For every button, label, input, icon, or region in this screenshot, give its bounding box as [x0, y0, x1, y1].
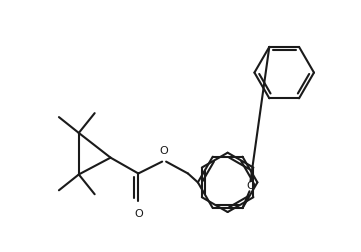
Text: O: O [134, 209, 143, 219]
Text: O: O [246, 181, 255, 191]
Text: O: O [160, 146, 169, 156]
